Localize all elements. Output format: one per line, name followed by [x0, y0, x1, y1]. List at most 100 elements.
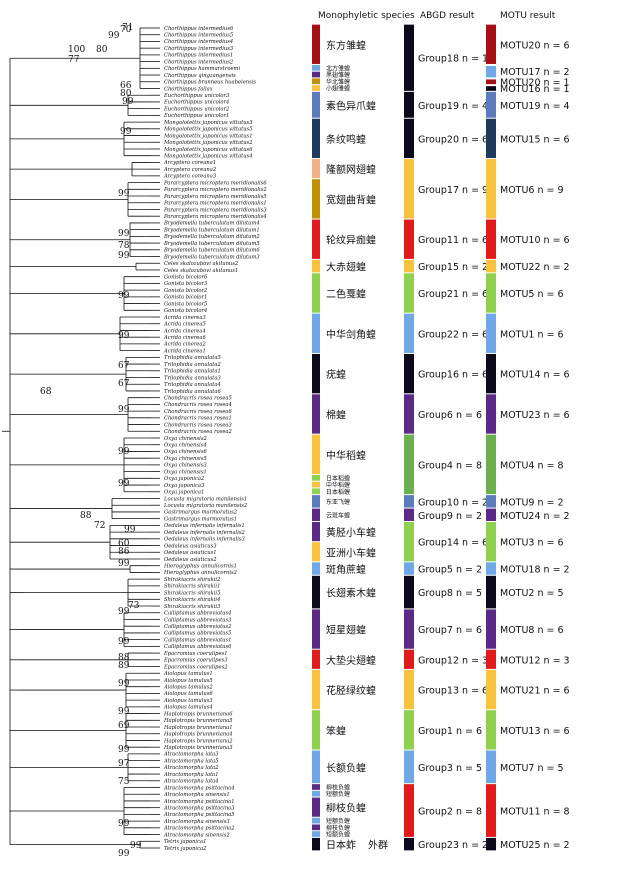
leaf-label: Acrida cinerea6 — [163, 335, 206, 341]
motu-bar — [486, 609, 496, 649]
species-label: 中华剑角蝗 — [326, 328, 376, 341]
leaf-label: Atractomorpha lata3 — [163, 752, 219, 758]
leaf-label: Bryodemella tuberculatum dilutum1 — [163, 227, 260, 233]
motu-label: MOTU9 n = 2 — [500, 497, 564, 508]
species-bar — [312, 797, 320, 817]
leaf-label: Aiolopus tamulus6 — [163, 691, 213, 697]
leaf-label: Oxya chinensis4 — [164, 443, 207, 449]
motu-bar — [486, 353, 496, 394]
motu-label: MOTU17 n = 2 — [500, 67, 570, 78]
species-bar — [312, 562, 320, 575]
motu-label: MOTU24 n = 2 — [500, 511, 570, 522]
leaf-label: Gonista bicolor3 — [164, 281, 208, 287]
leaf-label: Bryodemella tuberculatum dilutum4 — [163, 221, 260, 227]
leaf-label: Hieroglyphus annulicornis2 — [163, 570, 237, 576]
abgd-label: Group22 n = 6 — [418, 329, 488, 340]
abgd-label: Group10 n = 2 — [418, 497, 488, 508]
leaf-label: Pararcyptera microptera meridionalis6 — [163, 180, 267, 186]
leaf-label: Bryodemella tuberculatum dilutum2 — [163, 234, 260, 240]
bootstrap-value: 73 — [128, 601, 140, 611]
species-label: 小翅雏蝗 — [326, 84, 350, 92]
leaf-label: Calliptamus abbreviatus2 — [164, 624, 231, 630]
abgd-label: Group7 n = 6 — [418, 625, 482, 636]
leaf-label: Acrida cinerea5 — [163, 322, 206, 328]
bootstrap-value: 99 — [118, 679, 130, 689]
bootstrap-value: 99 — [118, 229, 130, 239]
motu-bar — [486, 669, 496, 710]
motu-label: MOTU4 n = 8 — [500, 460, 564, 471]
abgd-bar — [404, 273, 414, 313]
motu-bar — [486, 65, 496, 78]
motu-bar — [486, 91, 496, 118]
abgd-label: Group18 n = 10 — [418, 54, 494, 65]
bootstrap-value: 88 — [118, 653, 130, 663]
header-abgd: ABGD result — [420, 11, 475, 21]
species-bar — [312, 522, 320, 542]
leaf-label: Trilophidia annulata5 — [164, 355, 221, 361]
motu-label: MOTU23 n = 6 — [500, 410, 570, 421]
motu-label: MOTU12 n = 3 — [500, 655, 570, 666]
leaf-label: Bryodemella tuberculatum dilutum5 — [163, 241, 260, 247]
leaf-label: Arcyptera coreana2 — [163, 167, 216, 173]
leaf-label: Oxya chinensis5 — [164, 456, 207, 462]
motu-bar — [486, 86, 496, 91]
leaf-label: Locusta migratoria manilensis1 — [163, 496, 247, 502]
bootstrap-value: 78 — [118, 241, 130, 251]
abgd-label: Group2 n = 8 — [418, 807, 482, 818]
abgd-bar — [404, 159, 414, 219]
leaf-label: Calliptamus abbreviatus6 — [164, 644, 232, 650]
leaf-label: Oedaleus infernalis infernalis1 — [164, 523, 245, 529]
leaf-label: Epacromius coerulipes3 — [163, 658, 228, 664]
species-label: 斑角蔗蝗 — [326, 563, 366, 576]
motu-label: MOTU1 n = 6 — [500, 329, 564, 340]
bootstrap-value: 99 — [122, 97, 134, 107]
leaf-label: Acrida cinerea4 — [163, 328, 206, 334]
species-bar — [312, 474, 320, 481]
leaf-label: Haplotropis brunneriana4 — [163, 732, 233, 738]
species-bar — [312, 434, 320, 474]
leaf-label: Chorthippus qingzangensis — [164, 73, 236, 79]
abgd-label: Group20 n = 6 — [418, 134, 488, 145]
leaf-label: Chorthippus hammarstroemi — [164, 66, 240, 72]
species-bar — [312, 159, 320, 179]
motu-bar — [486, 522, 496, 562]
bootstrap-value: 99 — [118, 251, 130, 261]
leaf-label: Haplotropis brunneriana5 — [163, 718, 233, 724]
species-label: 黑翅雏蝗 — [326, 71, 350, 79]
species-label: 棉蝗 — [326, 408, 346, 421]
species-label: 宽翅曲背蝗 — [326, 193, 376, 206]
leaf-label: Gonista bicolor5 — [164, 301, 207, 307]
motu-label: MOTU25 n = 2 — [500, 840, 570, 851]
abgd-bar — [404, 259, 414, 273]
leaf-label: Aiolopus tamulus1 — [163, 671, 213, 677]
species-bar — [312, 118, 320, 159]
abgd-label: Group5 n = 2 — [418, 565, 482, 576]
species-label: 大赤翅蝗 — [326, 261, 366, 274]
leaf-label: Euchorthippus unicolor2 — [163, 106, 229, 112]
species-bar — [312, 179, 320, 219]
abgd-bar — [404, 353, 414, 394]
leaf-label: Oedaleus infernalis infernalis2 — [164, 530, 245, 536]
leaf-label: Aiolopus tamulus3 — [163, 698, 213, 704]
abgd-label: Group8 n = 5 — [418, 588, 482, 599]
bootstrap-value: 99 — [118, 559, 130, 569]
species-bar — [312, 784, 320, 790]
abgd-bar — [404, 750, 414, 784]
bootstrap-value: 99 — [118, 189, 130, 199]
leaf-label: Chondracris rosea rosea3 — [164, 422, 233, 428]
abgd-label: Group9 n = 2 — [418, 511, 482, 522]
species-bar — [312, 71, 320, 78]
species-bar — [312, 508, 320, 522]
abgd-bar — [404, 495, 414, 508]
leaf-label: Atractomorpha lata2 — [163, 765, 219, 771]
leaf-label: Atractomorpha sinensis1 — [163, 792, 230, 798]
species-label: 云斑车蝗 — [326, 511, 350, 519]
species-label: 长翅素木蝗 — [326, 587, 376, 600]
leaf-label: Mongolotettix japonicus vittatus3 — [163, 120, 253, 126]
species-label: 中华稻蝗 — [326, 449, 366, 462]
species-bar — [312, 219, 320, 259]
motu-bar — [486, 434, 496, 495]
bootstrap-value: 89 — [118, 661, 130, 671]
bootstrap-value: 99 — [118, 447, 130, 457]
